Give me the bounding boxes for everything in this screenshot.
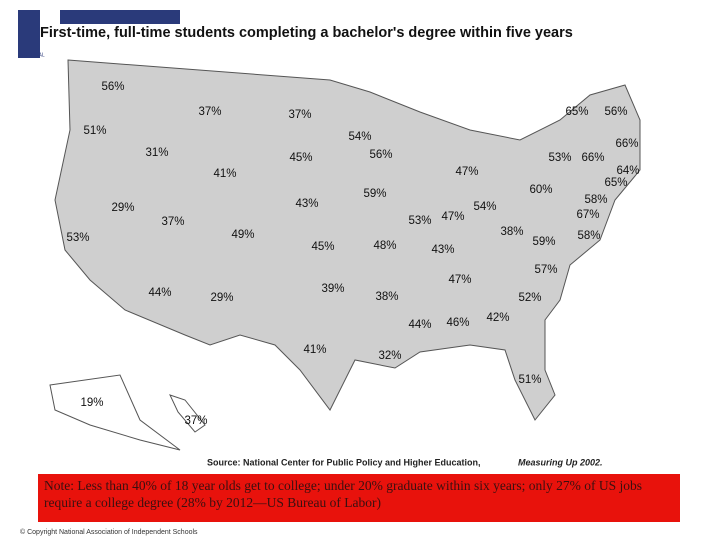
state-label: 29% (210, 292, 233, 304)
state-label: 60% (529, 184, 552, 196)
state-label: 64% (616, 165, 639, 177)
state-label: 66% (615, 138, 638, 150)
state-label: 51% (518, 374, 541, 386)
state-label: 31% (145, 147, 168, 159)
note-box (38, 474, 680, 522)
state-label: 43% (431, 244, 454, 256)
alaska (49, 374, 181, 451)
state-label: 32% (378, 350, 401, 362)
state-labels: 56% 51% 53% 29% 31% 37% 41% 37% 49% 44% 29% 37% 45% 4… (66, 81, 639, 427)
state-label: 56% (101, 81, 124, 93)
state-label: 49% (231, 229, 254, 241)
state-label: 29% (111, 202, 134, 214)
state-label: 47% (441, 211, 464, 223)
state-label: 67% (576, 209, 599, 221)
state-label: 38% (500, 226, 523, 238)
state-label: 54% (348, 131, 371, 143)
state-label: 42% (486, 312, 509, 324)
state-label: 54% (473, 201, 496, 213)
state-label: 45% (289, 152, 312, 164)
copyright: © Copyright National Association of Inde… (20, 528, 198, 536)
state-label: 37% (198, 106, 221, 118)
state-label: 59% (532, 236, 555, 248)
hawaii (169, 394, 206, 433)
state-label: 44% (408, 319, 431, 331)
state-label: 41% (303, 344, 326, 356)
state-label: 37% (184, 415, 207, 427)
logo-block (18, 10, 40, 58)
source-title: Measuring Up 2002. (518, 457, 603, 467)
title: First-time, full-time students completin… (40, 25, 573, 41)
state-label: 46% (446, 317, 469, 329)
state-label: 47% (455, 166, 478, 178)
state-label: 57% (534, 264, 557, 276)
source: Source: National Center for Public Polic… (207, 457, 481, 467)
state-label: 56% (369, 149, 392, 161)
state-label: 38% (375, 291, 398, 303)
us-outline (54, 59, 641, 421)
note-wrap: Note: Less than 40% of 18 year olds get … (44, 478, 643, 510)
state-label: 39% (321, 283, 344, 295)
state-label: 43% (295, 198, 318, 210)
state-label: 53% (66, 232, 89, 244)
state-label: 66% (581, 152, 604, 164)
state-label: 53% (408, 215, 431, 227)
logo-text: NATIONAL (20, 52, 45, 58)
state-label: 47% (448, 274, 471, 286)
state-label: 52% (518, 292, 541, 304)
state-label: 58% (584, 194, 607, 206)
state-label: 51% (83, 125, 106, 137)
state-label: 41% (213, 168, 236, 180)
state-label: 44% (148, 287, 171, 299)
state-label: 19% (80, 397, 103, 409)
state-label: 56% (604, 106, 627, 118)
state-label: 45% (311, 241, 334, 253)
state-label: 37% (161, 216, 184, 228)
note: Note: Less than 40% of 18 year olds get … (44, 478, 643, 510)
logo-bar (60, 10, 180, 24)
state-label: 58% (577, 230, 600, 242)
state-label: 59% (363, 188, 386, 200)
state-label: 37% (288, 109, 311, 121)
state-label: 65% (604, 177, 627, 189)
state-label: 53% (548, 152, 571, 164)
state-label: 48% (373, 240, 396, 252)
state-label: 65% (565, 106, 588, 118)
